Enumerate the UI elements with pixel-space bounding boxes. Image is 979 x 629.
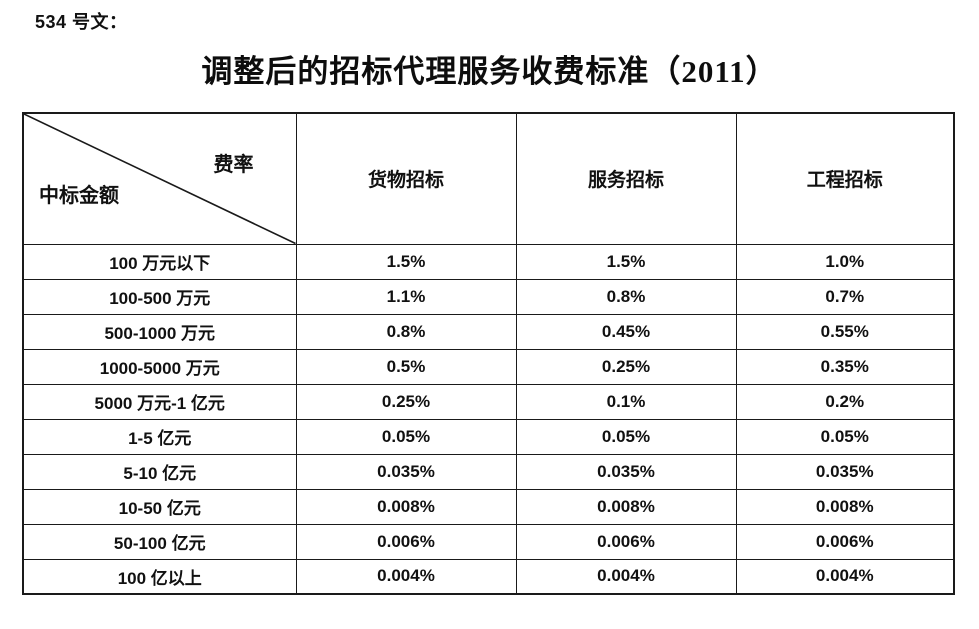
engineering-rate-cell: 1.0% [735, 243, 955, 280]
amount-cell: 10-50 亿元 [22, 488, 297, 525]
column-header-engineering-bidding: 工程招标 [735, 112, 955, 245]
service-rate-cell: 0.006% [515, 523, 737, 560]
amount-cell: 1000-5000 万元 [22, 348, 297, 385]
goods-rate-cell: 0.25% [295, 383, 517, 420]
amount-cell: 5000 万元-1 亿元 [22, 383, 297, 420]
table-row: 100 万元以下 1.5% 1.5% 1.0% [22, 243, 955, 280]
goods-rate-cell: 0.008% [295, 488, 517, 525]
engineering-rate-cell: 0.35% [735, 348, 955, 385]
table-row: 50-100 亿元 0.006% 0.006% 0.006% [22, 523, 955, 560]
table-row: 100-500 万元 1.1% 0.8% 0.7% [22, 278, 955, 315]
table-row: 1-5 亿元 0.05% 0.05% 0.05% [22, 418, 955, 455]
table-row: 500-1000 万元 0.8% 0.45% 0.55% [22, 313, 955, 350]
amount-cell: 100 万元以下 [22, 243, 297, 280]
engineering-rate-cell: 0.7% [735, 278, 955, 315]
engineering-rate-cell: 0.035% [735, 453, 955, 490]
goods-rate-cell: 1.1% [295, 278, 517, 315]
goods-rate-cell: 0.8% [295, 313, 517, 350]
engineering-rate-cell: 0.05% [735, 418, 955, 455]
table-row: 5-10 亿元 0.035% 0.035% 0.035% [22, 453, 955, 490]
service-rate-cell: 0.008% [515, 488, 737, 525]
page-title: 调整后的招标代理服务收费标准（2011） [201, 54, 778, 89]
engineering-rate-cell: 0.004% [735, 558, 955, 595]
column-header-service-bidding: 服务招标 [515, 112, 737, 245]
service-rate-cell: 0.05% [515, 418, 737, 455]
service-rate-cell: 1.5% [515, 243, 737, 280]
engineering-rate-cell: 0.2% [735, 383, 955, 420]
service-rate-cell: 0.8% [515, 278, 737, 315]
amount-cell: 100 亿以上 [22, 558, 297, 595]
column-header-goods-bidding: 货物招标 [295, 112, 517, 245]
corner-label-rate: 费率 [213, 154, 254, 176]
amount-cell: 100-500 万元 [22, 278, 297, 315]
corner-label-bid-amount: 中标金额 [39, 184, 119, 207]
service-rate-cell: 0.45% [515, 313, 737, 350]
service-rate-cell: 0.1% [515, 383, 737, 420]
goods-rate-cell: 0.05% [295, 418, 517, 455]
table-row: 100 亿以上 0.004% 0.004% 0.004% [22, 558, 955, 595]
table-row: 5000 万元-1 亿元 0.25% 0.1% 0.2% [22, 383, 955, 420]
diagonal-divider-line [24, 114, 296, 244]
table-header-row: 费率 中标金额 货物招标 服务招标 工程招标 [22, 112, 955, 245]
table-row: 1000-5000 万元 0.5% 0.25% 0.35% [22, 348, 955, 385]
amount-cell: 50-100 亿元 [22, 523, 297, 560]
goods-rate-cell: 0.035% [295, 453, 517, 490]
goods-rate-cell: 0.006% [295, 523, 517, 560]
engineering-rate-cell: 0.55% [735, 313, 955, 350]
service-rate-cell: 0.004% [515, 558, 737, 595]
doc-number-label: 534 号文： [35, 12, 128, 32]
goods-rate-cell: 1.5% [295, 243, 517, 280]
goods-rate-cell: 0.004% [295, 558, 517, 595]
amount-cell: 5-10 亿元 [22, 453, 297, 490]
amount-cell: 500-1000 万元 [22, 313, 297, 350]
fee-table: 费率 中标金额 货物招标 服务招标 工程招标 100 万元以下 1.5% 1.5… [22, 112, 955, 595]
engineering-rate-cell: 0.008% [735, 488, 955, 525]
service-rate-cell: 0.035% [515, 453, 737, 490]
table-row: 10-50 亿元 0.008% 0.008% 0.008% [22, 488, 955, 525]
amount-cell: 1-5 亿元 [22, 418, 297, 455]
engineering-rate-cell: 0.006% [735, 523, 955, 560]
goods-rate-cell: 0.5% [295, 348, 517, 385]
service-rate-cell: 0.25% [515, 348, 737, 385]
diagonal-header-cell: 费率 中标金额 [22, 112, 297, 245]
